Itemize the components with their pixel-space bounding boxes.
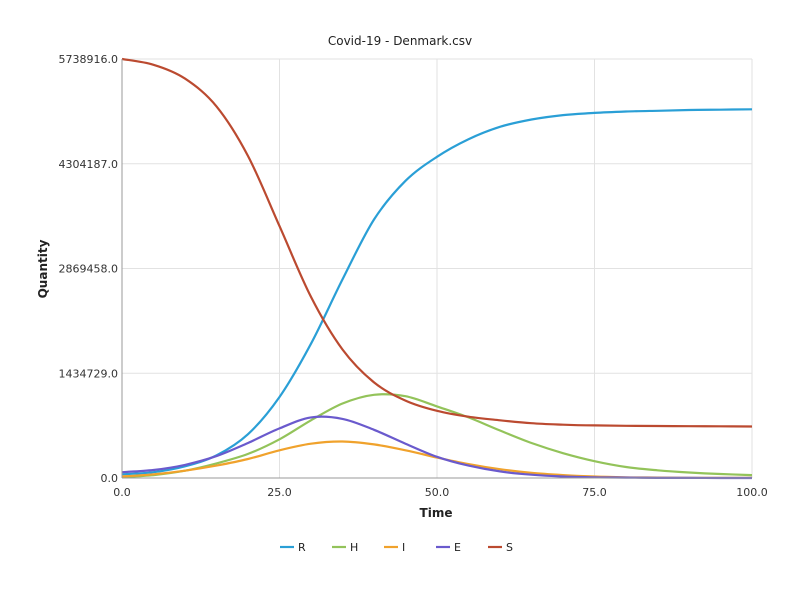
y-tick-label: 1434729.0	[59, 367, 119, 380]
legend-label: I	[402, 541, 405, 554]
legend-label: E	[454, 541, 461, 554]
y-axis-label: Quantity	[36, 239, 50, 298]
x-tick-label: 0.0	[113, 486, 131, 499]
axes: 0.0 25.0 50.0 75.0 100.0 0.0 1434729.0 2869458.…	[59, 53, 768, 499]
series-line-s	[121, 57, 753, 428]
y-tick-label: 5738916.0	[59, 53, 119, 66]
x-tick-label: 25.0	[267, 486, 292, 499]
legend-label: H	[350, 541, 358, 554]
x-tick-label: 100.0	[736, 486, 768, 499]
legend-item-s: S	[488, 541, 513, 554]
series-line-h	[121, 393, 753, 478]
series-line-r	[121, 108, 753, 476]
legend-label: R	[298, 541, 306, 554]
x-tick-label: 75.0	[582, 486, 607, 499]
legend-item-r: R	[280, 541, 306, 554]
grid	[122, 58, 753, 478]
legend-label: S	[506, 541, 513, 554]
legend-item-e: E	[436, 541, 461, 554]
x-tick-label: 50.0	[425, 486, 450, 499]
y-tick-label: 0.0	[101, 472, 119, 485]
y-tick-label: 4304187.0	[59, 158, 119, 171]
chart-title: Covid-19 - Denmark.csv	[328, 34, 472, 48]
y-tick-label: 2869458.0	[59, 263, 119, 276]
x-axis-label: Time	[420, 506, 453, 520]
legend-item-h: H	[332, 541, 358, 554]
legend-item-i: I	[384, 541, 405, 554]
